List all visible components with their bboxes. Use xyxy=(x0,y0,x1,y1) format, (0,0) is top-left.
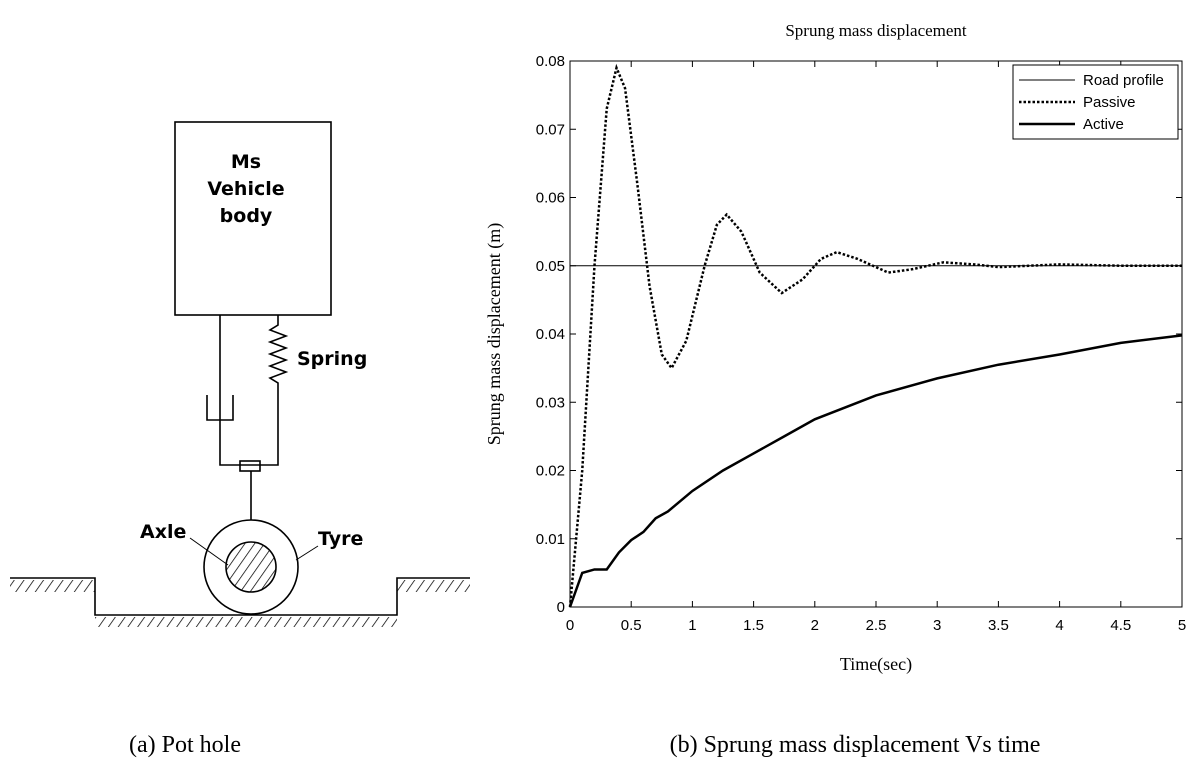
body-label: Ms xyxy=(231,151,261,173)
x-axis-label: Time(sec) xyxy=(840,654,912,675)
x-tick-label: 1.5 xyxy=(743,617,764,634)
data-line xyxy=(570,68,1182,607)
spring xyxy=(270,315,286,390)
legend-label: Active xyxy=(1083,116,1124,133)
y-tick-label: 0.08 xyxy=(536,53,565,70)
chart: Sprung mass displacement Time(sec) Sprung … xyxy=(484,21,1186,675)
plot-frame xyxy=(570,61,1182,607)
y-tick-label: 0.05 xyxy=(536,258,565,275)
x-tick-label: 5 xyxy=(1178,617,1186,634)
tyre-label: Tyre xyxy=(318,528,363,550)
axle xyxy=(226,542,276,592)
y-tick-label: 0.03 xyxy=(536,394,565,411)
x-tick-label: 2.5 xyxy=(866,617,887,634)
y-tick-label: 0.01 xyxy=(536,531,565,548)
caption: (a) Pot hole xyxy=(129,732,241,758)
caption: (b) Sprung mass displacement Vs time xyxy=(670,732,1041,758)
damper-link xyxy=(220,315,278,465)
x-tick-label: 1 xyxy=(688,617,696,634)
x-tick-label: 3 xyxy=(933,617,941,634)
y-tick-label: 0 xyxy=(557,599,565,616)
ground-hatch xyxy=(397,580,470,592)
x-tick-label: 3.5 xyxy=(988,617,1009,634)
x-tick-label: 0 xyxy=(566,617,574,634)
figure: Ms Vehicle body Spring Axle Tyre (a) Pot… xyxy=(0,0,1190,782)
y-tick-label: 0.06 xyxy=(536,190,565,207)
body-label: Vehicle xyxy=(207,178,284,200)
spring-label: Spring xyxy=(297,348,367,370)
y-tick-label: 0.07 xyxy=(536,121,565,138)
ground-hatch xyxy=(95,617,397,627)
y-tick-label: 0.04 xyxy=(536,326,565,343)
x-tick-label: 4.5 xyxy=(1110,617,1131,634)
legend-label: Road profile xyxy=(1083,72,1164,89)
y-axis-label: Sprung mass displacement (m) xyxy=(484,223,505,445)
chart-title: Sprung mass displacement xyxy=(785,21,967,40)
axle-joint xyxy=(240,461,260,471)
body-label: body xyxy=(220,205,273,227)
legend-label: Passive xyxy=(1083,94,1136,111)
axle-label: Axle xyxy=(140,521,186,543)
tyre-pointer xyxy=(296,546,318,560)
x-tick-label: 4 xyxy=(1055,617,1063,634)
axle-pointer xyxy=(190,538,228,565)
ground-hatch xyxy=(10,580,95,592)
y-tick-label: 0.02 xyxy=(536,463,565,480)
x-tick-label: 2 xyxy=(811,617,819,634)
data-line xyxy=(570,335,1182,607)
x-tick-label: 0.5 xyxy=(621,617,642,634)
